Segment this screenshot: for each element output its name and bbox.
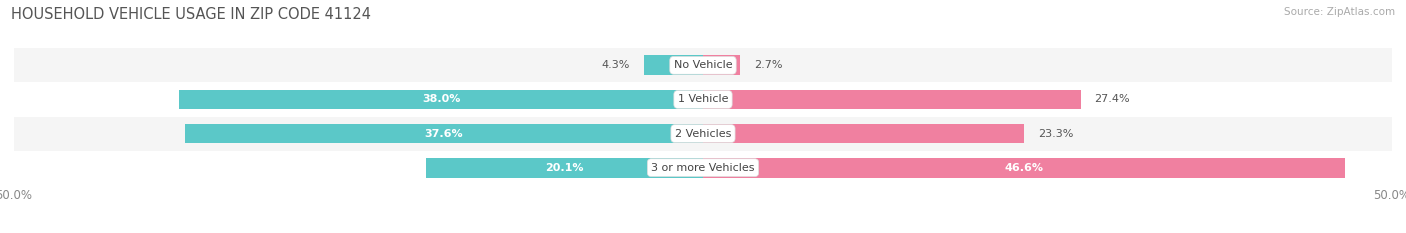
Text: 23.3%: 23.3% <box>1038 129 1073 139</box>
Text: 2.7%: 2.7% <box>754 60 783 70</box>
Bar <box>703 124 1024 144</box>
Text: 46.6%: 46.6% <box>1004 163 1043 173</box>
Bar <box>703 89 1081 109</box>
Text: 4.3%: 4.3% <box>602 60 630 70</box>
Bar <box>426 158 703 178</box>
Text: 20.1%: 20.1% <box>546 163 583 173</box>
Bar <box>14 82 1392 116</box>
Bar <box>186 124 703 144</box>
Text: 2 Vehicles: 2 Vehicles <box>675 129 731 139</box>
Bar <box>180 89 703 109</box>
Bar <box>14 116 1392 151</box>
Bar <box>703 158 1346 178</box>
Text: 27.4%: 27.4% <box>1094 94 1130 104</box>
Bar <box>14 48 1392 82</box>
Bar <box>14 151 1392 185</box>
Text: 1 Vehicle: 1 Vehicle <box>678 94 728 104</box>
Bar <box>703 55 740 75</box>
Text: No Vehicle: No Vehicle <box>673 60 733 70</box>
Text: 37.6%: 37.6% <box>425 129 463 139</box>
Text: HOUSEHOLD VEHICLE USAGE IN ZIP CODE 41124: HOUSEHOLD VEHICLE USAGE IN ZIP CODE 4112… <box>11 7 371 22</box>
Text: 3 or more Vehicles: 3 or more Vehicles <box>651 163 755 173</box>
Text: Source: ZipAtlas.com: Source: ZipAtlas.com <box>1284 7 1395 17</box>
Bar <box>644 55 703 75</box>
Text: 38.0%: 38.0% <box>422 94 460 104</box>
